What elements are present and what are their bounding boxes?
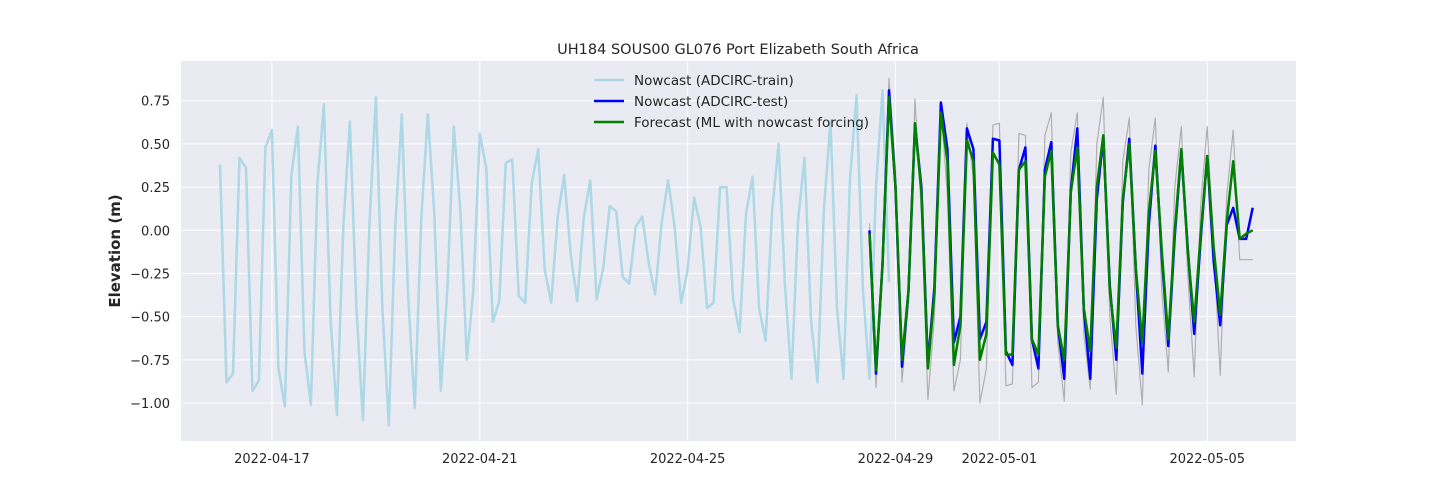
x-tick-label: 2022-05-01 — [962, 452, 1038, 467]
legend-entry-test: Nowcast (ADCIRC-test) — [594, 94, 788, 110]
plot-area — [181, 61, 1296, 441]
y-axis-label: Elevation (m) — [106, 194, 124, 307]
y-tick-label: 0.25 — [141, 181, 170, 196]
grid-lines — [181, 61, 1296, 441]
legend-entry-forecast: Forecast (ML with nowcast forcing) — [594, 115, 869, 131]
y-tick-label: −0.25 — [130, 267, 170, 282]
x-tick-label: 2022-04-25 — [650, 452, 726, 467]
chart-title: UH184 SOUS00 GL076 Port Elizabeth South … — [557, 42, 919, 58]
legend-label-forecast: Forecast (ML with nowcast forcing) — [634, 115, 869, 131]
x-tick-label: 2022-04-21 — [442, 452, 518, 467]
y-tick-label: 0.75 — [141, 95, 170, 110]
legend-label-test: Nowcast (ADCIRC-test) — [634, 94, 788, 110]
y-tick-label: −0.50 — [130, 311, 170, 326]
y-axis-tick-labels: 0.75 0.50 0.25 0.00 −0.25 −0.50 −0.75 −1.00 — [130, 95, 170, 412]
legend-entry-train: Nowcast (ADCIRC-train) — [594, 73, 794, 89]
y-tick-label: −0.75 — [130, 354, 170, 369]
x-tick-label: 2022-04-17 — [234, 452, 310, 467]
y-tick-label: 0.50 — [141, 138, 170, 153]
legend: Nowcast (ADCIRC-train) Nowcast (ADCIRC-t… — [594, 73, 869, 131]
x-tick-label: 2022-04-29 — [858, 452, 934, 467]
series-observed-line — [868, 77, 1253, 406]
legend-label-train: Nowcast (ADCIRC-train) — [634, 73, 794, 89]
series-lines — [218, 77, 1254, 427]
x-axis-tick-labels: 2022-04-17 2022-04-21 2022-04-25 2022-04-29… — [234, 452, 1245, 467]
y-tick-label: −1.00 — [130, 397, 170, 412]
series-forecast-line — [868, 96, 1254, 372]
y-tick-label: 0.00 — [141, 224, 170, 239]
series-train-line — [218, 89, 891, 427]
x-tick-label: 2022-05-05 — [1169, 452, 1245, 467]
